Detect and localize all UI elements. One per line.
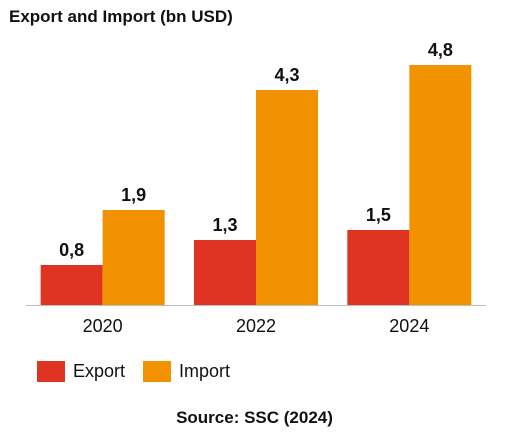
legend: Export Import [37, 361, 248, 382]
bar-export-2024 [347, 230, 410, 305]
data-label-import-2024: 4,8 [428, 40, 453, 60]
data-label-export-2022: 1,3 [212, 215, 237, 235]
bar-import-2022 [256, 90, 318, 305]
bar-import-2020 [102, 210, 165, 305]
legend-label-export: Export [73, 361, 126, 381]
legend-item-export: Export [37, 361, 125, 382]
bar-export-2022 [194, 240, 256, 305]
source-note: Source: SSC (2024) [176, 408, 333, 427]
chart-title: Export and Import (bn USD) [9, 7, 233, 26]
legend-swatch-import [143, 361, 172, 382]
data-label-import-2020: 1,9 [121, 185, 146, 205]
legend-label-import: Import [179, 361, 231, 381]
bar-export-2020 [40, 265, 103, 305]
x-tick-label-2022: 2022 [236, 316, 276, 336]
legend-item-import: Import [143, 361, 230, 382]
legend-swatch-export [37, 361, 65, 382]
bar-import-2024 [409, 65, 472, 305]
data-label-export-2020: 0,8 [59, 240, 84, 260]
x-tick-label-2020: 2020 [83, 316, 123, 336]
data-label-import-2022: 4,3 [274, 65, 299, 85]
data-label-export-2024: 1,5 [366, 205, 391, 225]
x-tick-label-2024: 2024 [389, 316, 429, 336]
